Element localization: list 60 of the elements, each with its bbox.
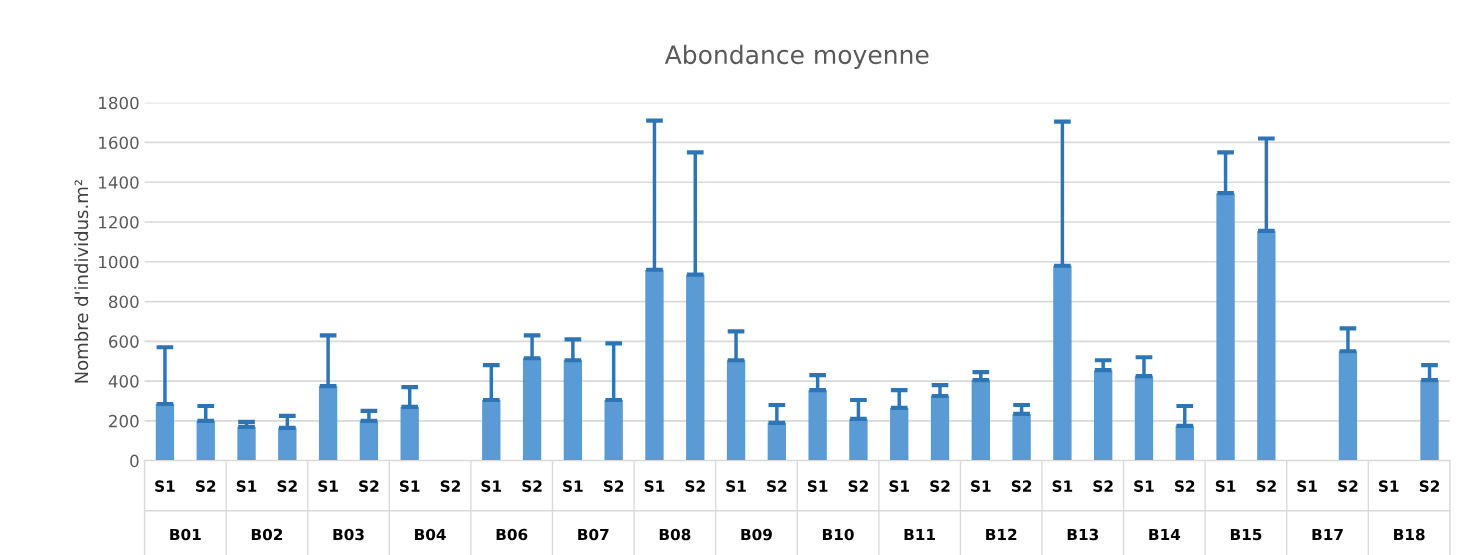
- x-tick-label: S1: [1215, 480, 1236, 492]
- y-tick-label: 400: [108, 375, 139, 388]
- text: B08: [659, 528, 691, 541]
- y-axis-title: Nombre d'individus.m²: [74, 180, 89, 383]
- text: B17: [1312, 528, 1343, 541]
- x-tick-label: S1: [889, 480, 909, 492]
- y-tick-label: 1000: [99, 255, 139, 269]
- x-tick-label: S2: [767, 480, 787, 492]
- y-tick-label: 0: [130, 454, 139, 468]
- text: B11: [904, 528, 936, 541]
- y-tick-label: 1400: [99, 176, 139, 189]
- x-tick-label: S2: [1338, 480, 1358, 492]
- x-tick-label: S2: [1093, 480, 1113, 492]
- text: B10: [822, 528, 854, 541]
- x-tick-label: S2: [685, 480, 705, 492]
- x-tick-label: S1: [481, 480, 502, 492]
- x-tick-label: S1: [644, 480, 665, 492]
- x-tick-label: S1: [563, 480, 583, 492]
- x-tick-label: S1: [399, 480, 420, 492]
- x-tick-label: S1: [726, 480, 746, 492]
- x-tick-label: S1: [155, 480, 175, 492]
- x-tick-label: S2: [603, 480, 624, 492]
- text: B01: [170, 528, 201, 541]
- text: B03: [333, 528, 364, 541]
- x-tick-label: S2: [1175, 480, 1195, 492]
- chart-title: Abondance moyenne: [664, 44, 929, 69]
- x-tick-label: S2: [930, 480, 950, 492]
- text: B09: [741, 528, 772, 541]
- y-tick-label: 600: [109, 335, 139, 348]
- x-tick-label: S2: [1256, 480, 1276, 492]
- y-tick-label: 1200: [99, 215, 139, 229]
- x-tick-label: S1: [1052, 480, 1073, 492]
- x-tick-label: S2: [196, 480, 216, 492]
- x-tick-label: S2: [522, 480, 542, 492]
- x-tick-label: S1: [807, 480, 828, 492]
- x-tick-label: S2: [1419, 480, 1440, 492]
- x-tick-label: S2: [848, 480, 868, 492]
- x-tick-label: S1: [1134, 480, 1154, 492]
- text: B18: [1394, 528, 1425, 541]
- text: B14: [1149, 528, 1181, 541]
- y-tick-label: 1600: [99, 136, 139, 150]
- y-tick-label: 200: [109, 414, 139, 428]
- x-tick-label: S1: [1297, 480, 1317, 492]
- y-tick-label: 1800: [99, 96, 139, 110]
- x-tick-label: S1: [971, 480, 991, 492]
- text: B06: [496, 528, 528, 541]
- x-tick-label: S1: [236, 480, 257, 492]
- y-tick-label: 800: [109, 295, 139, 309]
- x-tick-label: S2: [359, 480, 379, 492]
- text: B13: [1067, 528, 1099, 541]
- x-tick-label: S2: [440, 480, 460, 492]
- x-tick-label: S2: [277, 480, 297, 492]
- text: B07: [578, 528, 609, 541]
- text: B04: [415, 528, 446, 541]
- text: B02: [251, 528, 283, 541]
- x-tick-label: S2: [1011, 480, 1032, 492]
- text: B15: [1230, 528, 1262, 541]
- x-tick-label: S1: [1379, 480, 1399, 492]
- text: B12: [986, 528, 1017, 541]
- x-tick-label: S1: [318, 480, 338, 492]
